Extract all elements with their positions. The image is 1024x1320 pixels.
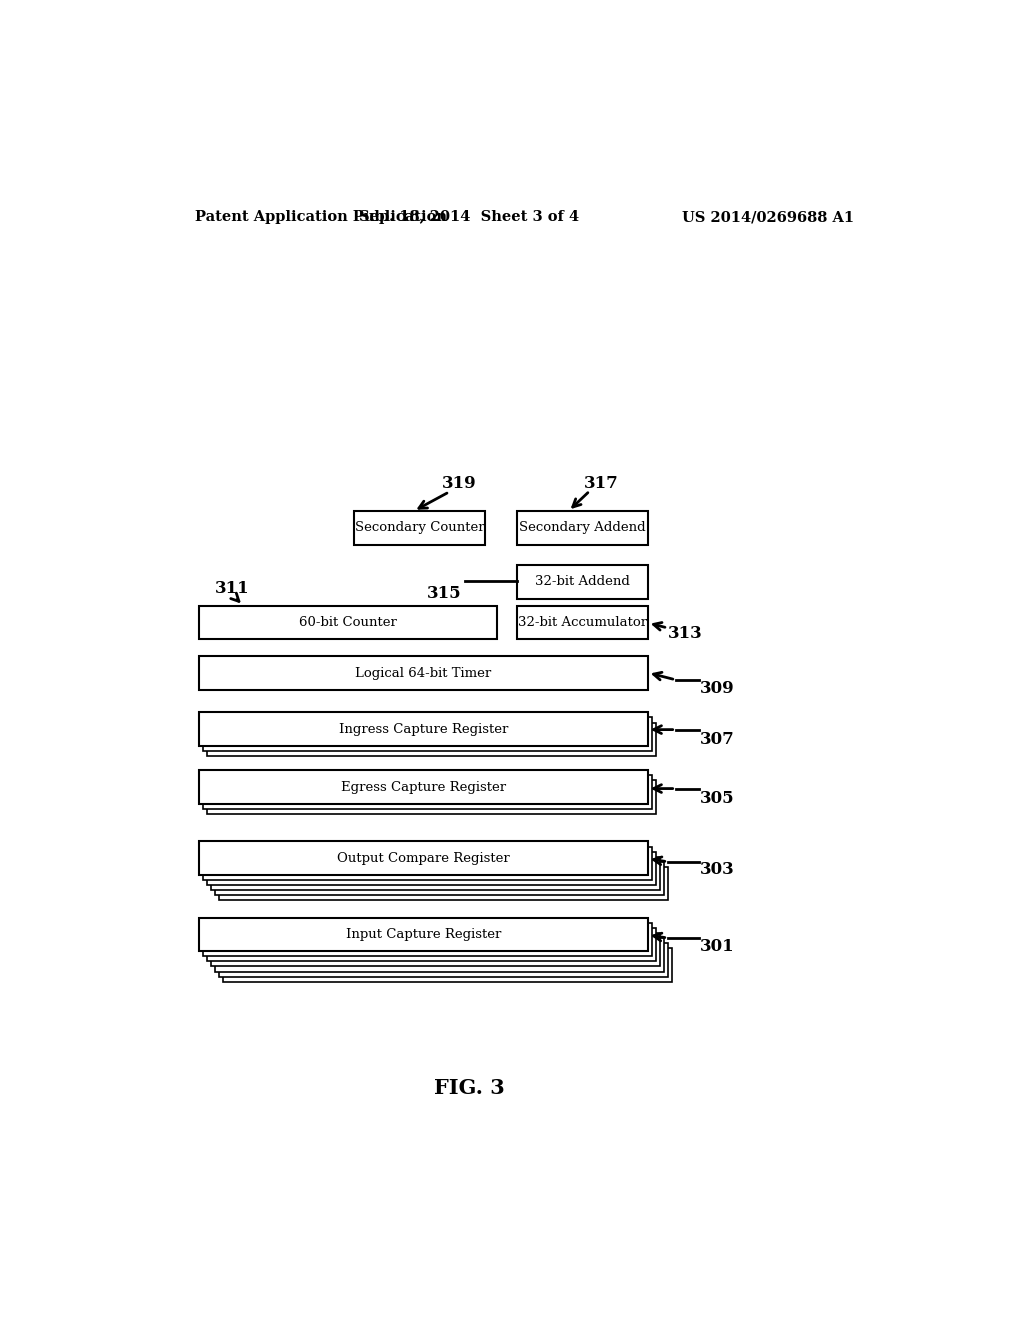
- Text: Ingress Capture Register: Ingress Capture Register: [339, 722, 508, 735]
- Text: Egress Capture Register: Egress Capture Register: [341, 780, 506, 793]
- Text: Output Compare Register: Output Compare Register: [337, 851, 510, 865]
- Bar: [207, 722, 655, 756]
- Bar: [204, 846, 651, 880]
- Bar: [204, 718, 651, 751]
- Text: 315: 315: [427, 585, 461, 602]
- Text: 307: 307: [699, 731, 734, 748]
- Text: Sep. 18, 2014  Sheet 3 of 4: Sep. 18, 2014 Sheet 3 of 4: [359, 210, 580, 224]
- Bar: [211, 857, 659, 890]
- Text: 305: 305: [699, 791, 734, 808]
- Bar: [219, 867, 668, 900]
- Bar: [200, 606, 497, 639]
- Text: FIG. 3: FIG. 3: [434, 1078, 505, 1098]
- Text: 311: 311: [215, 581, 250, 598]
- Text: 317: 317: [585, 475, 620, 492]
- Bar: [517, 565, 648, 598]
- Text: Logical 64-bit Timer: Logical 64-bit Timer: [355, 667, 492, 680]
- Text: Secondary Addend: Secondary Addend: [519, 521, 646, 535]
- Text: 32-bit Accumulator: 32-bit Accumulator: [518, 616, 647, 628]
- Text: US 2014/0269688 A1: US 2014/0269688 A1: [682, 210, 854, 224]
- Bar: [219, 942, 668, 977]
- Bar: [200, 771, 648, 804]
- Bar: [200, 917, 648, 952]
- Text: Input Capture Register: Input Capture Register: [346, 928, 502, 941]
- Text: 303: 303: [699, 862, 734, 878]
- Bar: [517, 606, 648, 639]
- Bar: [207, 851, 655, 886]
- Bar: [204, 775, 651, 809]
- Text: 309: 309: [699, 681, 734, 697]
- Text: Secondary Counter: Secondary Counter: [355, 521, 484, 535]
- Bar: [204, 923, 651, 956]
- Bar: [207, 928, 655, 961]
- Bar: [207, 780, 655, 814]
- Bar: [200, 656, 648, 690]
- Bar: [223, 948, 672, 982]
- Bar: [215, 862, 664, 895]
- Text: 301: 301: [699, 937, 734, 954]
- Bar: [200, 841, 648, 875]
- Text: 32-bit Addend: 32-bit Addend: [535, 576, 630, 589]
- Bar: [354, 511, 485, 545]
- Text: Patent Application Publication: Patent Application Publication: [196, 210, 447, 224]
- Bar: [517, 511, 648, 545]
- Text: 319: 319: [441, 475, 476, 492]
- Bar: [215, 939, 664, 972]
- Text: 313: 313: [668, 624, 702, 642]
- Bar: [200, 713, 648, 746]
- Text: 60-bit Counter: 60-bit Counter: [299, 616, 397, 628]
- Bar: [211, 933, 659, 966]
